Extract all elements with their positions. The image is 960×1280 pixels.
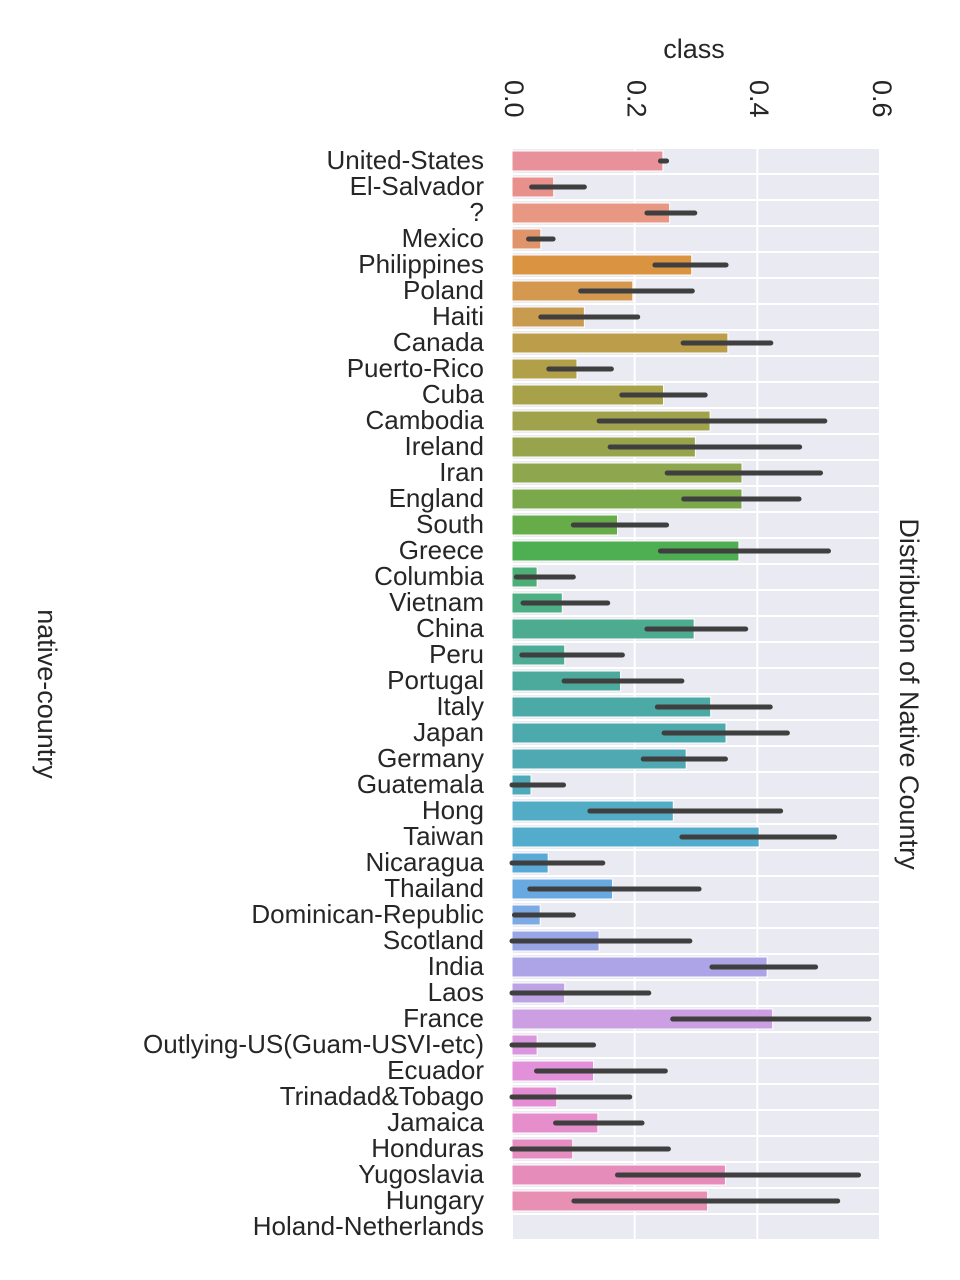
y-tick-label: Thailand	[384, 873, 484, 903]
x-axis-label: class	[663, 34, 725, 64]
x-tick-labels: 0.0 0.2 0.4 0.6	[499, 80, 897, 118]
y-tick-label: Jamaica	[387, 1107, 484, 1137]
bar	[511, 150, 664, 172]
y-tick-label: Cambodia	[365, 405, 484, 435]
y-tick-label: Vietnam	[389, 587, 484, 617]
x-tick-label: 0.2	[622, 80, 652, 118]
x-tick-label: 0.0	[499, 80, 529, 118]
y-tick-label: Laos	[428, 977, 484, 1007]
y-tick-label: Columbia	[374, 561, 484, 591]
y-tick-label: Iran	[439, 457, 484, 487]
y-tick-label: China	[416, 613, 484, 643]
y-tick-label: Honduras	[371, 1133, 484, 1163]
y-tick-label: Philippines	[358, 249, 484, 279]
y-tick-label: Taiwan	[403, 821, 484, 851]
x-tick-label: 0.6	[867, 80, 897, 118]
y-tick-label: South	[416, 509, 484, 539]
y-tick-label: Mexico	[402, 223, 484, 253]
y-tick-label: Outlying-US(Guam-USVI-etc)	[143, 1029, 484, 1059]
y-tick-label: Dominican-Republic	[251, 899, 484, 929]
y-tick-label: Yugoslavia	[358, 1159, 484, 1189]
y-tick-label: France	[403, 1003, 484, 1033]
y-tick-label: Peru	[429, 639, 484, 669]
y-tick-label: United-States	[326, 145, 484, 175]
y-tick-label: Portugal	[387, 665, 484, 695]
error-bars	[509, 158, 872, 1204]
y-tick-label: Hungary	[386, 1185, 484, 1215]
y-tick-label: Japan	[413, 717, 484, 747]
y-tick-label: India	[428, 951, 485, 981]
y-tick-label: Guatemala	[357, 769, 485, 799]
y-tick-label: El-Salvador	[350, 171, 485, 201]
y-tick-label: Ecuador	[387, 1055, 484, 1085]
bars	[511, 150, 774, 1212]
y-axis-label: native-country	[32, 609, 62, 779]
gridlines	[511, 147, 881, 1241]
y-tick-label: Ireland	[405, 431, 485, 461]
y-tick-label: Puerto-Rico	[347, 353, 484, 383]
y-tick-labels: United-StatesEl-Salvador?MexicoPhilippin…	[143, 145, 485, 1241]
y-tick-label: Hong	[422, 795, 484, 825]
y-tick-label: Holand-Netherlands	[253, 1211, 484, 1241]
chart-title: Distribution of Native Country	[894, 518, 924, 870]
y-tick-label: England	[389, 483, 484, 513]
x-tick-label: 0.4	[744, 80, 774, 118]
y-tick-label: Greece	[399, 535, 484, 565]
y-tick-label: Scotland	[383, 925, 484, 955]
y-tick-label: Canada	[393, 327, 485, 357]
y-tick-label: Italy	[436, 691, 484, 721]
y-tick-label: ?	[470, 197, 484, 227]
y-tick-label: Cuba	[422, 379, 485, 409]
y-tick-label: Nicaragua	[365, 847, 484, 877]
y-tick-label: Trinadad&Tobago	[280, 1081, 484, 1111]
y-tick-label: Haiti	[432, 301, 484, 331]
y-tick-label: Germany	[377, 743, 484, 773]
y-tick-label: Poland	[403, 275, 484, 305]
